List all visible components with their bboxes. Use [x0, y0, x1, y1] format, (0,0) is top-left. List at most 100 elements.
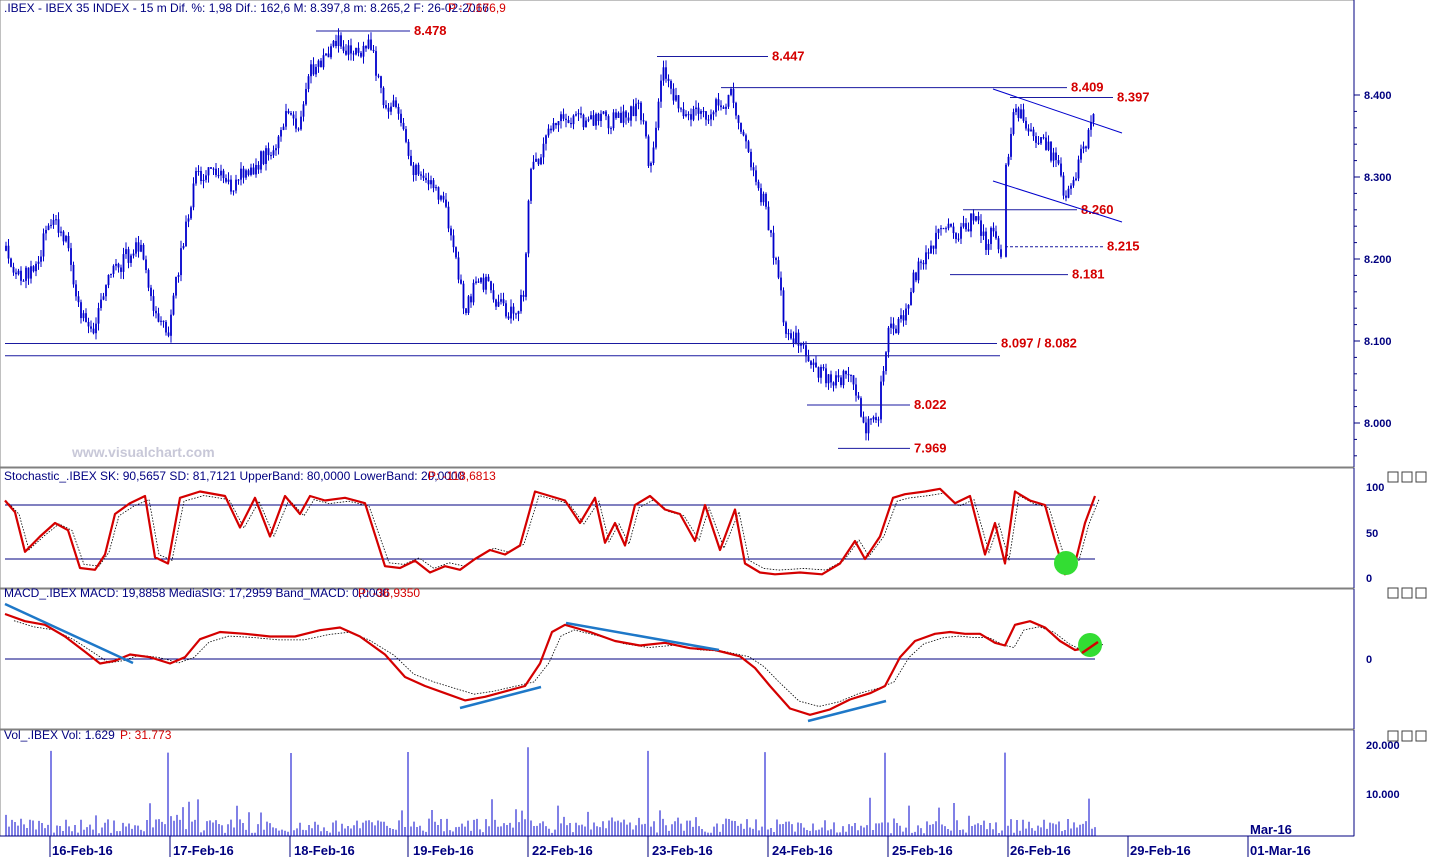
price-bar-body [477, 281, 480, 283]
price-bar-body [740, 122, 742, 132]
price-bar-body [27, 267, 30, 279]
maximize-button[interactable] [1401, 587, 1413, 599]
price-level-label: 8.409 [1071, 80, 1104, 95]
close-button[interactable] [1415, 730, 1427, 742]
price-bar-body [75, 284, 77, 297]
price-bar-body [105, 285, 107, 297]
minimize-button[interactable] [1387, 730, 1399, 742]
price-bar-body [712, 112, 715, 115]
stochastic-highlight-circle [1054, 551, 1078, 575]
price-bar-body [575, 114, 577, 116]
price-bar-body [1030, 129, 1032, 132]
price-bar-body [685, 114, 687, 117]
price-bar-body [1015, 108, 1017, 113]
volume-window-buttons[interactable] [1387, 730, 1427, 742]
price-bar-body [495, 299, 497, 307]
volume-plot-area [0, 729, 1355, 837]
price-bar-body [52, 219, 55, 225]
macd-trendline [459, 685, 542, 710]
price-bar-body [655, 127, 657, 148]
price-bar-body [90, 326, 92, 329]
price-bar-body [830, 374, 832, 383]
price-bar-body [762, 193, 765, 203]
close-button[interactable] [1415, 587, 1427, 599]
price-bar-body [620, 112, 622, 123]
price-bar-body [152, 296, 155, 311]
macd-window-buttons[interactable] [1387, 587, 1427, 599]
macd-trendline [4, 602, 134, 665]
price-bar-body [427, 179, 430, 185]
close-button[interactable] [1415, 471, 1427, 483]
price-bar-body [882, 371, 885, 382]
price-bar-body [847, 374, 850, 376]
price-bar-body [372, 49, 375, 52]
price-bar-body [705, 111, 707, 120]
minimize-button[interactable] [1387, 587, 1399, 599]
maximize-button[interactable] [1401, 471, 1413, 483]
price-bar-body [595, 113, 597, 126]
price-bar-body [80, 302, 82, 319]
price-bar-body [950, 223, 952, 227]
price-bar-body [750, 151, 752, 168]
price-bar-body [357, 47, 360, 53]
price-bar-body [37, 261, 40, 264]
price-bar-body [680, 108, 682, 110]
price-bar-body [1062, 175, 1065, 196]
price-bar-body [517, 311, 520, 314]
price-bar-body [990, 227, 992, 244]
price-level-label: 8.260 [1081, 202, 1114, 217]
price-bar-body [547, 128, 550, 136]
price-bar-body [250, 167, 252, 175]
macd-trendline [565, 621, 720, 652]
price-bar-body [430, 180, 432, 185]
price-bar-body [945, 228, 947, 230]
stochastic-window-buttons[interactable] [1387, 471, 1427, 483]
price-bar-body [257, 164, 260, 170]
minimize-button[interactable] [1387, 471, 1399, 483]
price-bar-body [797, 332, 800, 346]
price-bar-body [472, 282, 475, 303]
price-bar-body [895, 328, 897, 334]
price-bar-body [140, 244, 142, 252]
price-bar-body [205, 175, 207, 180]
date-axis: 16-Feb-16 17-Feb-16 18-Feb-16 19-Feb-16 … [0, 822, 1354, 857]
price-bar-body [260, 151, 262, 170]
price-bar-body [892, 323, 895, 329]
price-bar-body [97, 308, 100, 324]
price-bar-body [440, 195, 442, 200]
price-bar-body [505, 303, 507, 317]
price-bar-body [1070, 185, 1072, 189]
price-bar-body [7, 245, 10, 259]
price-bar-body [855, 384, 857, 396]
price-bar-body [20, 270, 22, 281]
price-bar-body [467, 296, 470, 314]
price-bar-body [345, 50, 347, 55]
price-bar-body [325, 53, 327, 56]
price-bar-body [190, 207, 192, 219]
price-bar-body [772, 232, 775, 258]
price-header: .IBEX - IBEX 35 INDEX - 15 m Dif. %: 1,9… [4, 1, 489, 15]
price-bar-body [725, 106, 727, 109]
price-bar-body [1077, 159, 1080, 179]
volume-axis: 20.000 10.000 [1353, 730, 1400, 836]
price-bar-body [1045, 137, 1047, 150]
price-bar-body [707, 119, 710, 121]
price-bar-body [800, 343, 802, 346]
maximize-button[interactable] [1401, 730, 1413, 742]
price-bar-body [330, 46, 332, 58]
price-bar-body [235, 179, 237, 191]
price-bar-body [237, 179, 240, 181]
price-bar-body [627, 117, 630, 121]
price-bar-body [425, 177, 427, 180]
price-bar-body [590, 115, 592, 120]
price-bar-body [727, 94, 730, 107]
stochastic-tick: 100 [1366, 482, 1384, 494]
volume-tick: 20.000 [1366, 740, 1400, 752]
price-bar-body [455, 247, 457, 258]
price-bar-body [815, 362, 817, 368]
date-label: 25-Feb-16 [892, 843, 953, 857]
price-bar-body [167, 332, 170, 336]
price-bar-body [437, 187, 440, 200]
price-bar-body [487, 276, 490, 282]
price-bar-body [415, 164, 417, 176]
